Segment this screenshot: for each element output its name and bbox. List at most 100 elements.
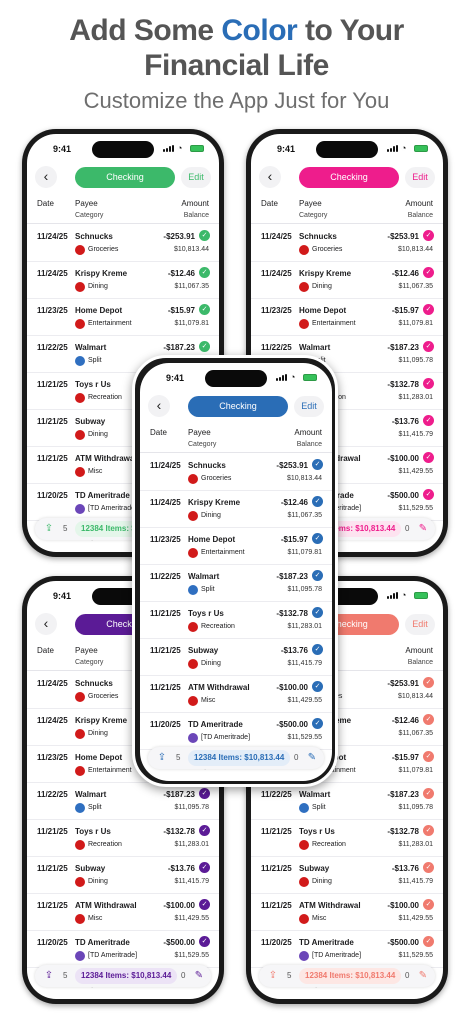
cleared-check-icon[interactable]: ✓	[312, 533, 323, 544]
share-icon[interactable]: ⇪	[157, 752, 167, 763]
transaction-category: Recreation	[88, 394, 122, 401]
back-button[interactable]: ‹	[35, 613, 57, 635]
transaction-amount: -$13.76	[391, 864, 419, 873]
cleared-check-icon[interactable]: ✓	[423, 378, 434, 389]
transaction-row[interactable]: 11/21/25 Toys r Us Recreation -$132.78 $11,2…	[27, 820, 219, 857]
cleared-check-icon[interactable]: ✓	[423, 267, 434, 278]
transaction-payee: ATM Withdrawal	[299, 901, 361, 910]
cleared-check-icon[interactable]: ✓	[423, 788, 434, 799]
cleared-check-icon[interactable]: ✓	[312, 570, 323, 581]
header-balance: Balance	[407, 212, 433, 219]
transaction-row[interactable]: 11/24/25 Krispy Kreme Dining -$12.46 $11,067…	[140, 491, 332, 528]
edit-button[interactable]: Edit	[294, 396, 324, 417]
compose-icon[interactable]: ✎	[418, 523, 428, 534]
transaction-row[interactable]: 11/24/25 Schnucks Groceries -$253.91 $10,813…	[251, 225, 443, 262]
battery-icon	[190, 145, 204, 152]
transaction-row[interactable]: 11/21/25 ATM Withdrawal Misc -$100.00 $11,42…	[251, 894, 443, 931]
transaction-date: 11/22/25	[261, 790, 292, 799]
transaction-row[interactable]: 11/23/25 Home Depot Entertainment -$15.97 $1…	[251, 299, 443, 336]
transaction-row[interactable]: 11/23/25 Home Depot Entertainment -$15.97 $1…	[140, 528, 332, 565]
transaction-row[interactable]: 11/21/25 Toys r Us Recreation -$132.78 $11,2…	[140, 602, 332, 639]
cleared-check-icon[interactable]: ✓	[423, 341, 434, 352]
transaction-row[interactable]: 11/20/25 TD Ameritrade [TD Ameritrade] -$50…	[251, 931, 443, 968]
transaction-row[interactable]: 11/21/25 Subway Dining -$13.76 $11,415.79 ✓	[27, 857, 219, 894]
cleared-check-icon[interactable]: ✓	[423, 899, 434, 910]
transaction-row[interactable]: 11/21/25 ATM Withdrawal Misc -$100.00 $11,42…	[27, 894, 219, 931]
transaction-amount: -$500.00	[163, 938, 195, 947]
transaction-date: 11/22/25	[150, 572, 181, 581]
transaction-payee: Toys r Us	[299, 827, 335, 836]
cleared-check-icon[interactable]: ✓	[423, 825, 434, 836]
transaction-balance: $11,283.01	[398, 841, 433, 848]
cleared-check-icon[interactable]: ✓	[199, 899, 210, 910]
transaction-row[interactable]: 11/21/25 Subway Dining -$13.76 $11,415.79 ✓	[251, 857, 443, 894]
cleared-check-icon[interactable]: ✓	[423, 677, 434, 688]
transaction-date: 11/23/25	[150, 535, 181, 544]
cleared-check-icon[interactable]: ✓	[199, 341, 210, 352]
transaction-row[interactable]: 11/20/25 TD Ameritrade [TD Ameritrade] -$50…	[140, 713, 332, 750]
cleared-check-icon[interactable]: ✓	[199, 230, 210, 241]
cleared-check-icon[interactable]: ✓	[423, 452, 434, 463]
back-button[interactable]: ‹	[35, 166, 57, 188]
transaction-row[interactable]: 11/24/25 Krispy Kreme Dining -$12.46 $11,067…	[251, 262, 443, 299]
cleared-check-icon[interactable]: ✓	[312, 681, 323, 692]
transaction-row[interactable]: 11/20/25 TD Ameritrade [TD Ameritrade] -$50…	[27, 931, 219, 968]
back-button[interactable]: ‹	[259, 166, 281, 188]
transaction-row[interactable]: 11/24/25 Schnucks Groceries -$253.91 $10,813…	[27, 225, 219, 262]
cleared-check-icon[interactable]: ✓	[199, 862, 210, 873]
transaction-category: Dining	[201, 660, 221, 667]
transaction-amount: -$187.23	[163, 790, 195, 799]
cleared-check-icon[interactable]: ✓	[199, 304, 210, 315]
compose-icon[interactable]: ✎	[194, 970, 204, 981]
compose-icon[interactable]: ✎	[418, 970, 428, 981]
edit-button[interactable]: Edit	[405, 614, 435, 635]
transaction-row[interactable]: 11/21/25 Subway Dining -$13.76 $11,415.79 ✓	[140, 639, 332, 676]
cleared-check-icon[interactable]: ✓	[199, 788, 210, 799]
transaction-row[interactable]: 11/22/25 Walmart Split -$187.23 $11,095.78 ✓	[27, 783, 219, 820]
edit-button[interactable]: Edit	[181, 167, 211, 188]
transaction-row[interactable]: 11/21/25 Toys r Us Recreation -$132.78 $11,2…	[251, 820, 443, 857]
share-icon[interactable]: ⇪	[44, 970, 54, 981]
cleared-check-icon[interactable]: ✓	[423, 304, 434, 315]
transaction-balance: $11,415.79	[398, 878, 433, 885]
cleared-check-icon[interactable]: ✓	[312, 644, 323, 655]
compose-icon[interactable]: ✎	[307, 752, 317, 763]
cleared-check-icon[interactable]: ✓	[423, 936, 434, 947]
cleared-check-icon[interactable]: ✓	[423, 862, 434, 873]
header-amount: Amount	[405, 646, 433, 655]
cleared-check-icon[interactable]: ✓	[199, 825, 210, 836]
transaction-category: Entertainment	[88, 767, 132, 774]
cleared-check-icon[interactable]: ✓	[312, 459, 323, 470]
transaction-date: 11/21/25	[150, 609, 181, 618]
transaction-row[interactable]: 11/24/25 Schnucks Groceries -$253.91 $10,813…	[140, 454, 332, 491]
cleared-check-icon[interactable]: ✓	[423, 415, 434, 426]
cleared-check-icon[interactable]: ✓	[423, 230, 434, 241]
transaction-row[interactable]: 11/24/25 Krispy Kreme Dining -$12.46 $11,067…	[27, 262, 219, 299]
cleared-check-icon[interactable]: ✓	[423, 489, 434, 500]
transaction-date: 11/20/25	[37, 938, 68, 947]
category-color-dot	[299, 914, 309, 924]
cleared-check-icon[interactable]: ✓	[423, 714, 434, 725]
edit-button[interactable]: Edit	[405, 167, 435, 188]
cleared-check-icon[interactable]: ✓	[312, 607, 323, 618]
status-time: 9:41	[53, 144, 72, 154]
transaction-row[interactable]: 11/22/25 Walmart Split -$187.23 $11,095.78 ✓	[140, 565, 332, 602]
cleared-check-icon[interactable]: ✓	[423, 751, 434, 762]
account-title-button[interactable]: Checking	[75, 167, 175, 188]
header-balance: Balance	[407, 659, 433, 666]
transaction-category: Split	[88, 357, 102, 364]
transaction-row[interactable]: 11/23/25 Home Depot Entertainment -$15.97 $1…	[27, 299, 219, 336]
transaction-balance: $11,529.55	[287, 734, 322, 741]
account-title-button[interactable]: Checking	[188, 396, 288, 417]
transaction-row[interactable]: 11/21/25 ATM Withdrawal Misc -$100.00 $11,42…	[140, 676, 332, 713]
cleared-check-icon[interactable]: ✓	[199, 936, 210, 947]
cleared-check-icon[interactable]: ✓	[312, 718, 323, 729]
share-icon[interactable]: ⇪	[44, 523, 54, 534]
back-button[interactable]: ‹	[148, 395, 170, 417]
share-icon[interactable]: ⇪	[268, 970, 278, 981]
cleared-check-icon[interactable]: ✓	[312, 496, 323, 507]
cleared-check-icon[interactable]: ✓	[199, 267, 210, 278]
phone-screen: 9:41 ◔ ‹ Checking Edit Date Payee Category Amoun…	[140, 363, 332, 781]
account-title-button[interactable]: Checking	[299, 167, 399, 188]
transaction-row[interactable]: 11/22/25 Walmart Split -$187.23 $11,095.78 ✓	[251, 783, 443, 820]
